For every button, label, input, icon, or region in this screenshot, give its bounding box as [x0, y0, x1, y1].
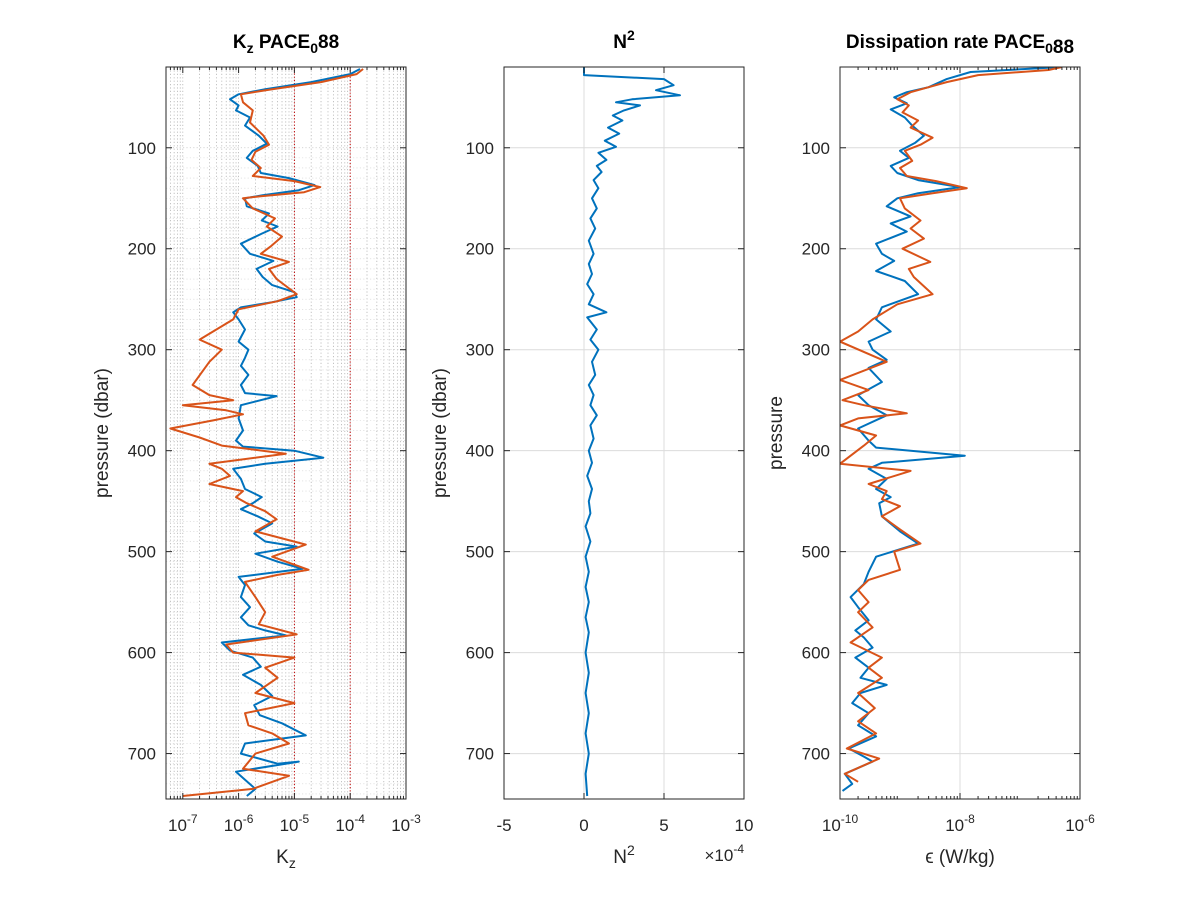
x-tick-label: 10-8 [945, 812, 975, 835]
y-tick-label: 200 [802, 240, 830, 259]
y-tick-label: 100 [128, 139, 156, 158]
x-axis-label: Kz [276, 847, 296, 871]
x-multiplier-label: ×10-4 [704, 842, 744, 865]
series-group [169, 68, 364, 797]
y-tick-label: 300 [466, 341, 494, 360]
y-tick-label: 100 [466, 139, 494, 158]
chart-title: Dissipation rate PACE088 [846, 32, 1074, 58]
series-line-blue [841, 67, 1062, 792]
series-group [583, 67, 681, 797]
y-tick-label: 200 [466, 240, 494, 259]
series-line-blue [583, 67, 681, 797]
y-tick-label: 300 [128, 341, 156, 360]
y-tick-label: 400 [466, 442, 494, 461]
x-tick-label: 10-3 [391, 812, 421, 835]
y-axis-label: pressure (dbar) [430, 368, 451, 498]
series-line-orange [840, 67, 1063, 783]
y-axis-label: pressure [766, 396, 787, 470]
x-tick-label: 10-6 [1065, 812, 1095, 835]
y-tick-label: 700 [128, 745, 156, 764]
series-line-orange [169, 68, 364, 797]
y-tick-label: 300 [802, 341, 830, 360]
series-line-blue [220, 68, 361, 797]
x-axis-label: ϵ (W/kg) [925, 847, 995, 868]
y-tick-label: 500 [466, 543, 494, 562]
kz-panel: 10-7 10-6 10-5 10-4 10-3 100 200 300 400 500 600 70… [92, 32, 421, 871]
x-tick-label: 10-10 [822, 812, 859, 835]
chart-title: Kz PACE088 [233, 32, 339, 56]
y-tick-label: 600 [128, 644, 156, 663]
x-tick-label: 10-6 [224, 812, 254, 835]
x-tick-label: 0 [579, 816, 588, 835]
n2-panel: -5 0 5 10 100 200 300 400 500 600 700 N2 N2 ×10-4 pres… [430, 27, 753, 868]
y-tick-label: 700 [466, 745, 494, 764]
x-tick-label: 10 [735, 816, 754, 835]
y-axis-label: pressure (dbar) [92, 368, 113, 498]
y-tick-label: 400 [802, 442, 830, 461]
x-axis-label: N2 [613, 842, 635, 868]
x-tick-label: 5 [659, 816, 668, 835]
y-tick-label: 600 [466, 644, 494, 663]
y-tick-label: 500 [128, 543, 156, 562]
y-tick-label: 600 [802, 644, 830, 663]
y-tick-label: 100 [802, 139, 830, 158]
y-tick-label: 500 [802, 543, 830, 562]
y-tick-label: 700 [802, 745, 830, 764]
dissipation-panel: 10-10 10-8 10-6 100 200 300 400 500 600 700 Dissip… [766, 32, 1095, 868]
x-tick-label: 10-7 [168, 812, 198, 835]
series-group [840, 67, 1063, 792]
axes-box [503, 66, 745, 800]
y-tick-label: 400 [128, 442, 156, 461]
x-tick-label: 10-5 [280, 812, 310, 835]
y-tick-label: 200 [128, 240, 156, 259]
chart-title: N2 [613, 27, 635, 53]
x-tick-label: -5 [496, 816, 511, 835]
x-tick-label: 10-4 [335, 812, 365, 835]
